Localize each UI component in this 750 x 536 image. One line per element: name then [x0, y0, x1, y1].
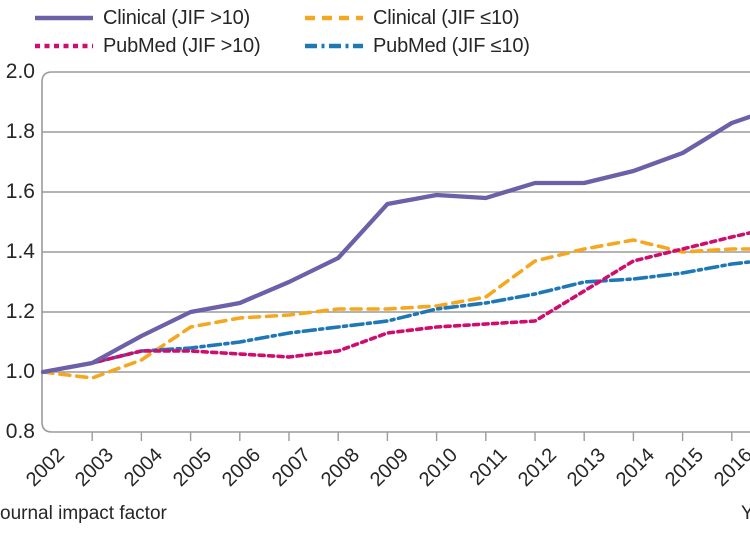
series-line-clinical-jif-le10 [41, 238, 750, 380]
axis-frame [41, 71, 750, 433]
legend-item-clinical-jif-gt10: Clinical (JIF >10) [33, 4, 303, 32]
legend-item-pubmed-jif-le10: PubMed (JIF ≤10) [303, 32, 530, 60]
legend-label-clinical-jif-le10: Clinical (JIF ≤10) [373, 6, 520, 29]
legend-swatch-clinical-jif-gt10 [35, 15, 93, 21]
x-axis-title-partial: Y [741, 503, 750, 524]
legend-label-clinical-jif-gt10: Clinical (JIF >10) [103, 6, 250, 29]
series-line-pubmed-jif-gt10 [41, 230, 750, 374]
legend-swatch-pubmed-jif-gt10 [35, 43, 93, 49]
legend-item-pubmed-jif-gt10: PubMed (JIF >10) [33, 32, 303, 60]
legend-swatch-pubmed-jif-le10 [305, 43, 363, 49]
legend-item-clinical-jif-le10: Clinical (JIF ≤10) [303, 4, 530, 32]
series-line-clinical-jif-gt10 [40, 114, 750, 375]
chart-legend: Clinical (JIF >10) Clinical (JIF ≤10) PubM… [33, 4, 530, 60]
legend-label-pubmed-jif-gt10: PubMed (JIF >10) [103, 34, 261, 57]
legend-swatch-clinical-jif-le10 [305, 15, 363, 21]
legend-label-pubmed-jif-le10: PubMed (JIF ≤10) [373, 34, 530, 57]
y-axis-title-partial: ournal impact factor [0, 503, 167, 524]
